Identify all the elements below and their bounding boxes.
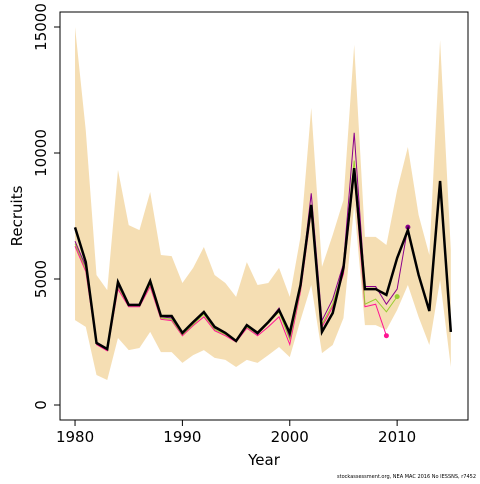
x-axis-label: Year — [247, 451, 281, 469]
x-tick-label: 1990 — [163, 428, 201, 446]
end-point — [394, 294, 400, 300]
y-tick-label: 15000 — [32, 3, 50, 51]
end-point — [383, 333, 389, 339]
footnote: stockassessment.org, NEA MAC 2016 No IES… — [337, 474, 476, 480]
plot-frame — [59, 11, 469, 421]
series-line — [73, 167, 453, 352]
x-tick-label: 1980 — [56, 428, 94, 446]
x-tick-label: 2010 — [378, 428, 416, 446]
x-tick-label: 2000 — [271, 428, 309, 446]
confidence-band — [75, 26, 451, 381]
y-tick-label: 5000 — [32, 260, 50, 298]
y-tick-label: 10000 — [32, 129, 50, 177]
y-tick-label: 0 — [32, 400, 50, 410]
y-axis-label: Recruits — [8, 185, 26, 246]
